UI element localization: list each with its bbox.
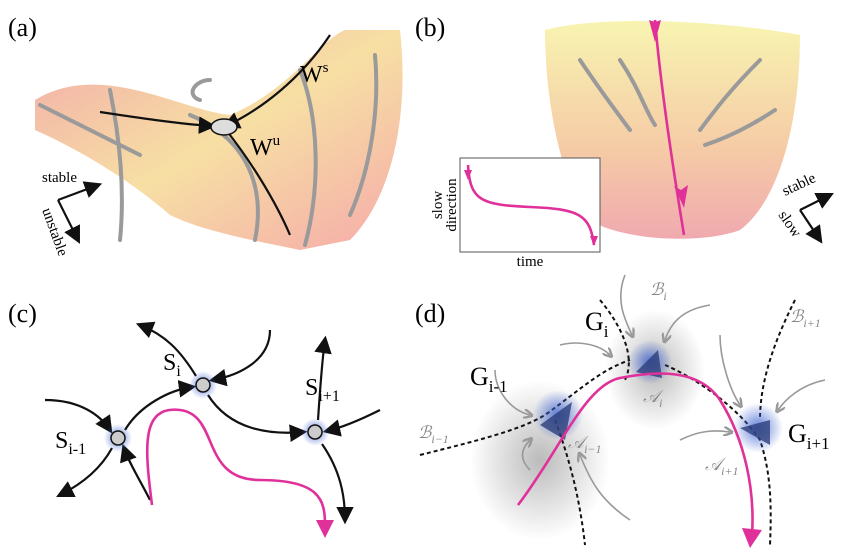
axis-label: slow <box>775 208 804 241</box>
trajectory <box>147 410 325 525</box>
panel-d: (d) Gi-1 Gi Gi+1 ℬi−1 ℬi ℬi+1 𝒜i−1 𝒜i 𝒜i… <box>415 275 830 548</box>
panel-a: (a) Ws Wu stable unstable <box>8 13 403 259</box>
panel-b: (b) slowdirection time stable slow <box>415 13 830 270</box>
inset-xlabel: time <box>517 254 544 270</box>
node <box>111 431 125 445</box>
node-label: Si-1 <box>55 428 86 458</box>
boundary-label: ℬi+1 <box>790 307 821 330</box>
region-label: Gi <box>585 307 609 341</box>
panel-label: (c) <box>8 299 37 328</box>
trajectory-arrowhead <box>316 520 334 538</box>
region-label: Gi-1 <box>470 362 508 396</box>
panel-label: (d) <box>415 299 445 328</box>
flow-arrow <box>680 431 730 440</box>
axis-label: stable <box>780 170 819 199</box>
axis-arrow <box>800 195 830 210</box>
flow-arrow <box>125 387 192 430</box>
panel-label: (b) <box>415 13 445 42</box>
flow-arrow <box>778 380 825 410</box>
flow-arrow <box>322 444 345 520</box>
panel-label: (a) <box>8 13 37 42</box>
saddle-surface <box>35 30 403 250</box>
flow-arrow <box>213 330 270 380</box>
trajectory-arrowhead <box>742 528 762 548</box>
boundary-label: ℬi−1 <box>418 423 449 446</box>
flow-arrow <box>45 400 110 430</box>
node <box>308 425 322 439</box>
axis-label: stable <box>42 170 77 186</box>
flow-arrow <box>720 335 740 405</box>
axis-arrow <box>58 185 98 200</box>
node-label: Si+1 <box>305 375 340 405</box>
attractor-label: 𝒜i+1 <box>705 455 739 478</box>
node-label: Si <box>163 350 181 380</box>
flow-arrow <box>208 395 303 433</box>
flow-arrow <box>560 343 610 355</box>
boundary-label: ℬi <box>650 280 667 303</box>
node <box>196 378 210 392</box>
region-label: Gi+1 <box>788 419 830 453</box>
axis-arrow <box>800 210 820 240</box>
saddle-point <box>211 119 237 135</box>
flow-line <box>193 80 210 100</box>
flow-arrow <box>318 340 325 420</box>
figure: (a) Ws Wu stable unstable (b) slowdirect… <box>0 0 846 551</box>
inset-ylabel: slowdirection <box>430 178 460 232</box>
inset-box <box>460 158 600 252</box>
flow-arrow <box>327 410 380 431</box>
panel-c: (c) Si-1 Si Si+1 <box>8 299 380 538</box>
